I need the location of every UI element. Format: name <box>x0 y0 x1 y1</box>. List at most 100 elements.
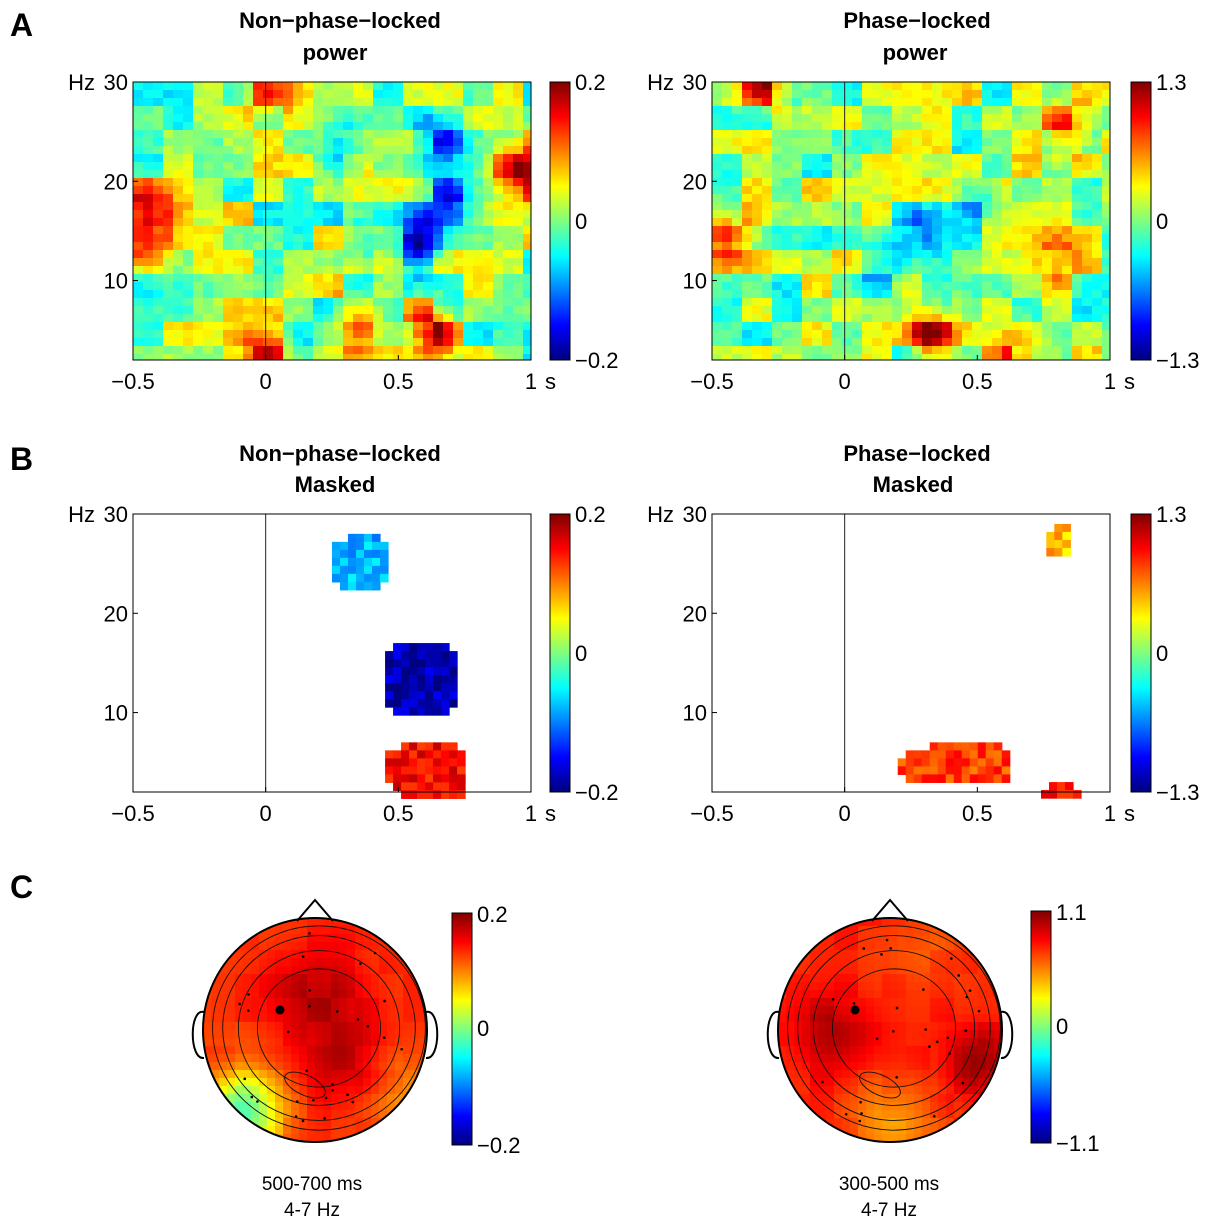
heatmap-cell <box>792 82 803 91</box>
heatmap-cell <box>223 354 234 360</box>
heatmap-cell <box>153 322 164 331</box>
heatmap-cell <box>962 106 973 115</box>
heatmap-cell <box>802 210 813 219</box>
heatmap-cell <box>1072 170 1083 179</box>
scalp-cell <box>810 1086 819 1095</box>
heatmap-cell <box>1072 186 1083 195</box>
heatmap-cell <box>782 82 793 91</box>
heatmap-cell <box>403 290 414 299</box>
scalp-cell <box>307 1086 316 1095</box>
heatmap-cell <box>732 322 743 331</box>
heatmap-cell <box>283 170 294 179</box>
heatmap-cell <box>173 266 184 275</box>
heatmap-cell <box>1082 178 1093 187</box>
heatmap-cell <box>732 314 743 323</box>
heatmap-cell <box>183 138 194 147</box>
heatmap-cell <box>1012 298 1023 307</box>
heatmap-cell <box>173 98 184 107</box>
scalp-cell <box>283 974 292 983</box>
cluster-cell <box>417 707 426 716</box>
heatmap-cell <box>992 114 1003 123</box>
heatmap-cell <box>912 338 923 347</box>
heatmap-cell <box>762 242 773 251</box>
heatmap-cell <box>273 290 284 299</box>
heatmap-cell <box>732 226 743 235</box>
x-tick-label: −0.5 <box>690 801 733 826</box>
heatmap-cell <box>273 162 284 171</box>
heatmap-cell <box>952 338 963 347</box>
scalp-cell <box>802 1046 811 1055</box>
scalp-cell <box>411 1118 420 1127</box>
heatmap-cell <box>353 322 364 331</box>
scalp-cell <box>227 958 236 967</box>
scalp-cell <box>323 1118 332 1127</box>
scalp-cell <box>259 1118 268 1127</box>
heatmap-cell <box>523 114 531 123</box>
heatmap-cell <box>363 210 374 219</box>
scalp-cell <box>331 942 340 951</box>
scalp-cell <box>866 1118 875 1127</box>
heatmap-cell <box>792 186 803 195</box>
scalp-cell <box>834 1046 843 1055</box>
heatmap-cell <box>1022 138 1033 147</box>
scalp-cell <box>954 1102 963 1111</box>
heatmap-cell <box>932 178 943 187</box>
heatmap-cell <box>313 194 324 203</box>
scalp-cell <box>978 1126 987 1135</box>
heatmap-cell <box>932 282 943 291</box>
heatmap-cell <box>353 274 364 283</box>
heatmap-cell <box>772 178 783 187</box>
scalp-cell <box>882 1094 891 1103</box>
heatmap-cell <box>902 162 913 171</box>
heatmap-cell <box>1052 266 1063 275</box>
heatmap-cell <box>832 130 843 139</box>
heatmap-cell <box>333 322 344 331</box>
heatmap-cell <box>173 170 184 179</box>
heatmap-cell <box>443 218 454 227</box>
scalp-cell <box>978 934 987 943</box>
selected-electrode <box>275 1005 285 1015</box>
heatmap-cell <box>283 330 294 339</box>
heatmap-cell <box>742 330 753 339</box>
heatmap-cell <box>712 330 723 339</box>
heatmap-cell <box>183 98 194 107</box>
heatmap-cell <box>353 114 364 123</box>
heatmap-cell <box>493 258 504 267</box>
heatmap-cell <box>253 218 264 227</box>
heatmap-cell <box>463 266 474 275</box>
scalp-cell <box>882 966 891 975</box>
scalp-cell <box>259 918 268 927</box>
heatmap-cell <box>403 138 414 147</box>
heatmap-cell <box>812 154 823 163</box>
scalp-cell <box>267 966 276 975</box>
heatmap-cell <box>353 298 364 307</box>
heatmap-cell <box>992 282 1003 291</box>
heatmap-cell <box>1092 202 1103 211</box>
heatmap-cell <box>872 162 883 171</box>
heatmap-cell <box>523 138 531 147</box>
heatmap-cell <box>193 186 204 195</box>
cluster-cell <box>1057 782 1066 791</box>
heatmap-cell <box>1022 122 1033 131</box>
scalp-cell <box>970 1078 979 1087</box>
heatmap-cell <box>732 306 743 315</box>
cluster-cell <box>969 750 979 759</box>
scalp-cell <box>834 1070 843 1079</box>
heatmap-cell <box>862 274 873 283</box>
heatmap-cell <box>323 346 334 355</box>
heatmap-cell <box>982 266 993 275</box>
scalp-cell <box>914 1102 923 1111</box>
heatmap-cell <box>233 106 244 115</box>
scalp-cell <box>890 926 899 935</box>
scalp-cell <box>363 1110 372 1119</box>
scalp-cell <box>898 1094 907 1103</box>
scalp-cell <box>946 998 955 1007</box>
scalp-cell <box>259 1086 268 1095</box>
heatmap-cell <box>842 354 853 360</box>
scalp-cell <box>203 950 212 959</box>
heatmap-cell <box>293 154 304 163</box>
heatmap-cell <box>1032 186 1043 195</box>
scalp-cell <box>826 1094 835 1103</box>
heatmap-cell <box>363 242 374 251</box>
heatmap-cell <box>772 338 783 347</box>
